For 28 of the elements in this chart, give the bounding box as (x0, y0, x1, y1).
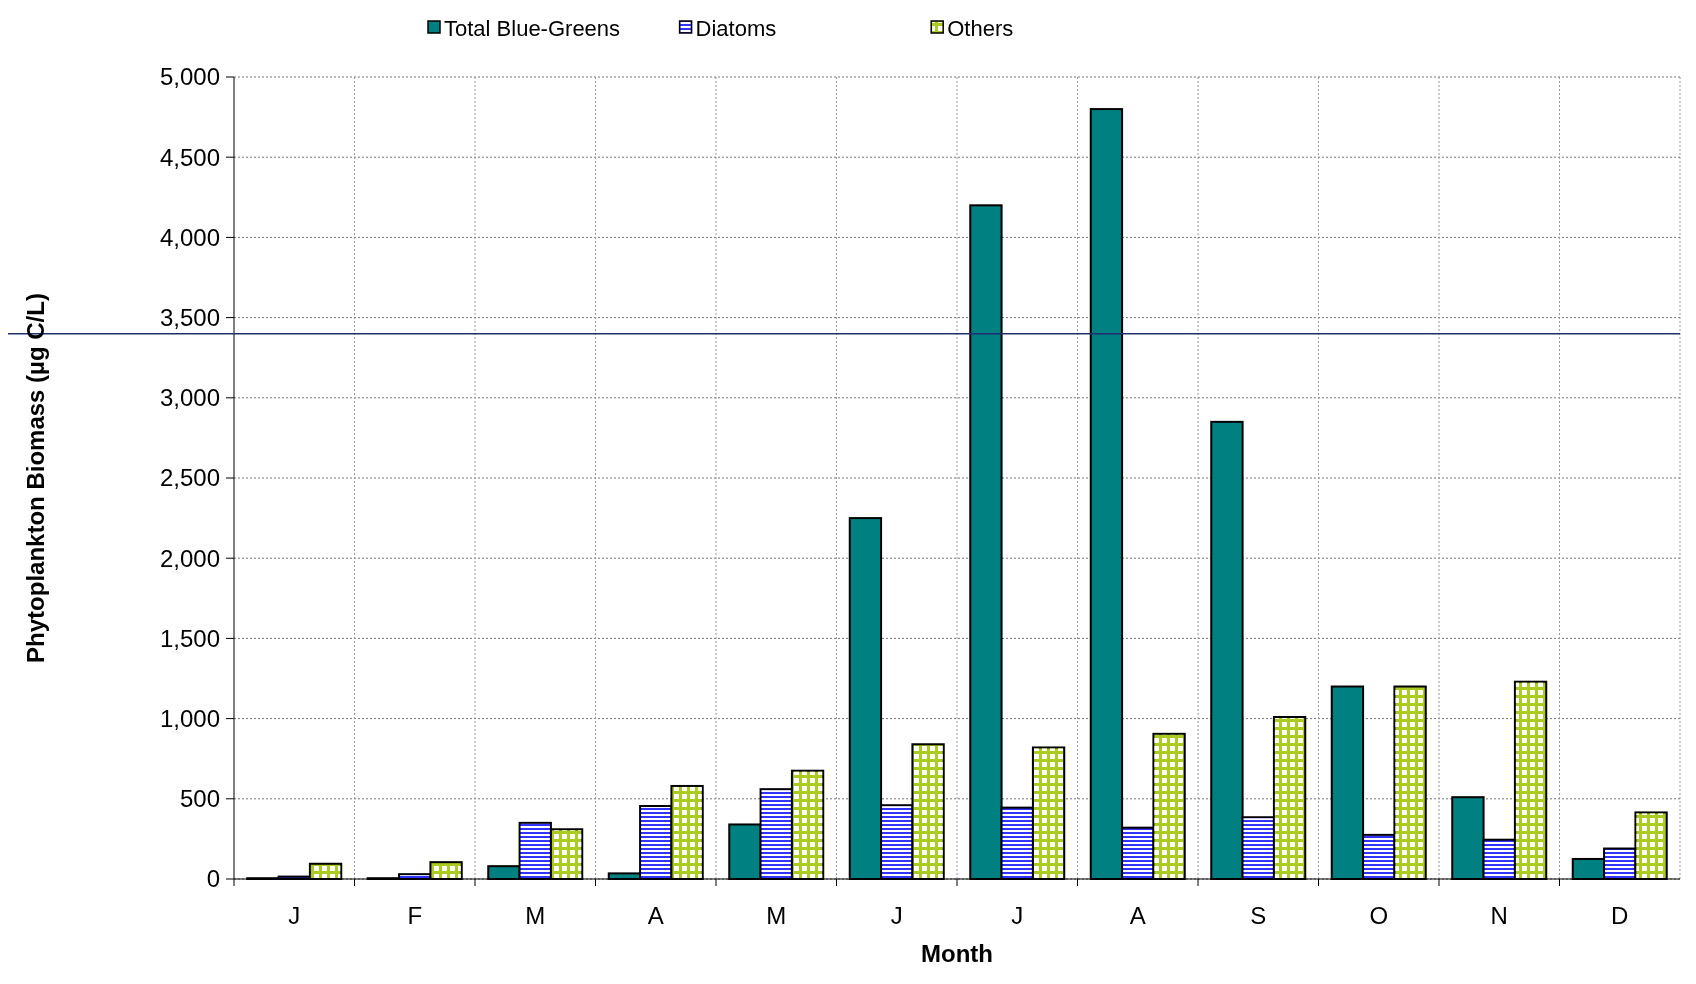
x-tick-label: A (1129, 902, 1146, 929)
y-tick-label: 2,500 (159, 464, 220, 492)
x-axis-title: Month (921, 940, 993, 967)
x-tick-label: F (407, 902, 423, 929)
x-tick-label: S (1250, 902, 1267, 929)
y-axis-title: Phytoplankton Biomass (µg C/L) (22, 293, 49, 663)
y-tick-label: 1,000 (159, 705, 220, 732)
x-tick-label: O (1369, 902, 1389, 929)
y-tick-label: 1,500 (159, 624, 220, 652)
x-tick-label: J (288, 902, 301, 929)
y-tick-label: 2,000 (159, 544, 220, 572)
y-tick-label: 5,000 (159, 63, 220, 91)
y-tick-label: 3,000 (159, 384, 220, 412)
x-tick-label: D (1611, 902, 1629, 929)
y-tick-label: 4,500 (159, 143, 220, 171)
x-tick-label: J (1011, 902, 1024, 929)
y-tick-label: 3,500 (159, 304, 220, 331)
x-tick-label: M (525, 902, 546, 929)
x-tick-label: M (766, 902, 787, 929)
y-tick-label: 4,000 (159, 223, 220, 251)
legend-label: Others (947, 15, 1014, 41)
x-tick-label: A (647, 902, 664, 929)
y-tick-label: 0 (206, 865, 220, 893)
x-tick-label: J (890, 902, 903, 929)
legend-label: Total Blue-Greens (444, 15, 621, 41)
y-tick-label: 500 (179, 785, 220, 813)
x-tick-label: N (1490, 902, 1508, 929)
legend-label: Diatoms (695, 15, 777, 41)
